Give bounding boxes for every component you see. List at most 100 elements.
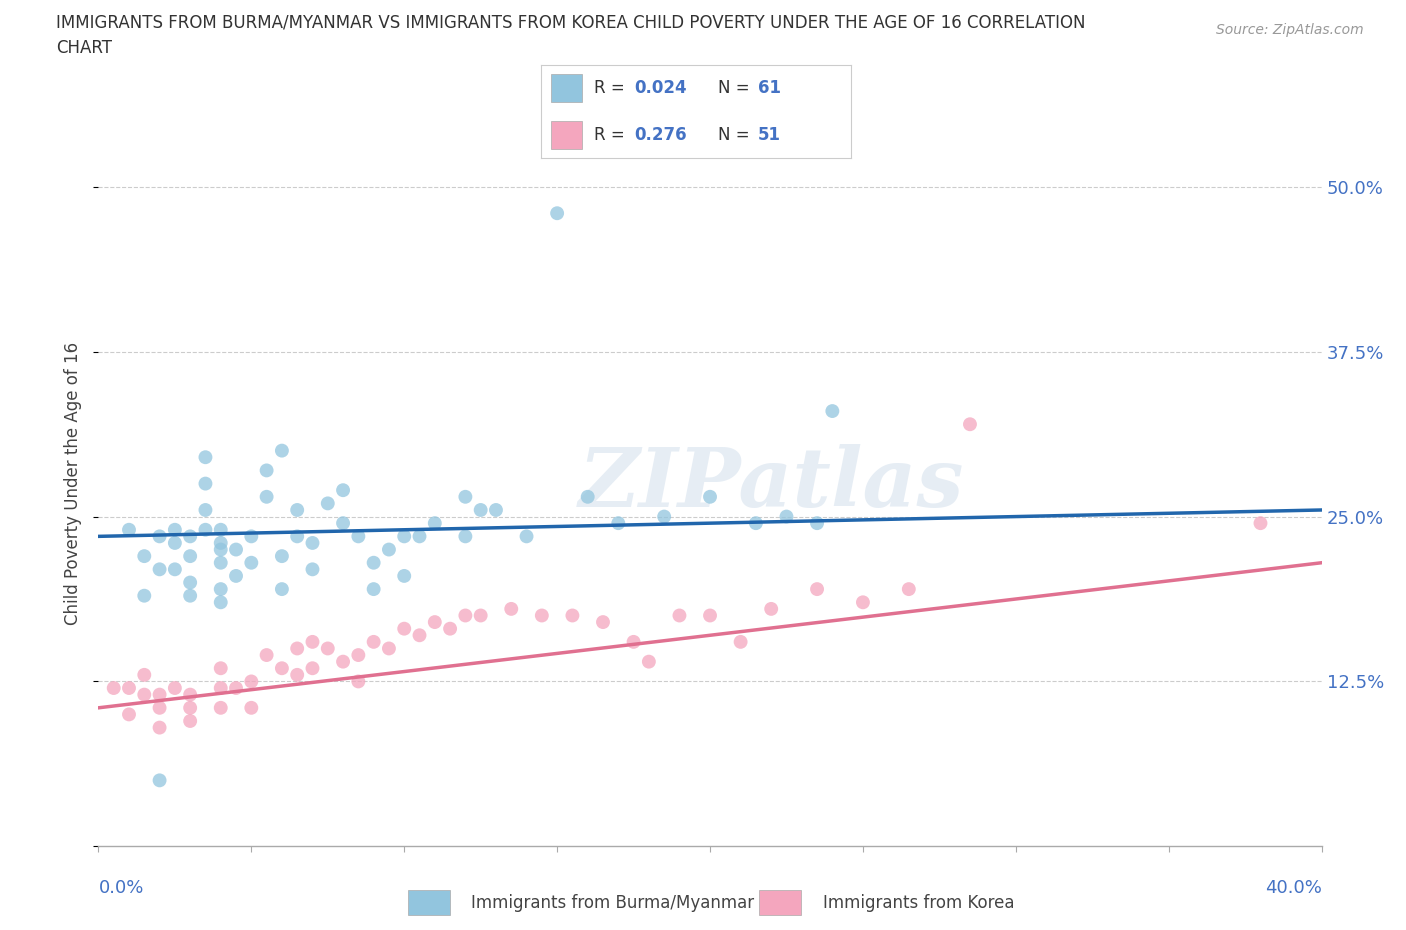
Point [163,523,186,538]
Point [332,654,354,669]
Point [454,529,477,544]
Point [347,647,370,662]
Point [149,529,172,544]
Point [699,489,721,504]
Point [637,654,661,669]
Point [285,668,308,683]
Text: ZIPatlas: ZIPatlas [578,444,965,524]
Point [576,489,599,504]
Text: Source: ZipAtlas.com: Source: ZipAtlas.com [1216,23,1364,37]
Point [118,707,141,722]
Text: 0.0%: 0.0% [98,879,143,897]
Point [959,417,981,432]
Point [852,595,875,610]
Point [209,523,232,538]
Point [668,608,690,623]
Point [134,549,156,564]
Point [118,681,141,696]
Point [103,681,125,696]
Text: R =: R = [593,79,630,98]
Point [209,681,232,696]
Point [285,502,308,517]
Point [470,608,492,623]
Point [392,568,416,583]
Point [623,634,645,649]
Point [730,634,752,649]
Text: CHART: CHART [56,39,112,57]
Point [209,595,232,610]
Point [149,562,172,577]
Point [194,476,217,491]
Point [285,641,308,656]
Point [607,516,630,531]
Point [225,542,247,557]
Point [225,681,247,696]
Point [652,509,675,524]
Point [163,536,186,551]
Point [134,589,156,604]
Point [546,206,568,220]
Point [530,608,553,623]
Point [775,509,797,524]
Text: N =: N = [717,79,755,98]
Point [285,529,308,544]
FancyBboxPatch shape [551,121,582,149]
Point [149,700,172,715]
Point [454,489,477,504]
Point [470,502,492,517]
Point [347,529,370,544]
Y-axis label: Child Poverty Under the Age of 16: Child Poverty Under the Age of 16 [65,342,83,625]
Point [209,542,232,557]
Point [301,536,323,551]
Point [332,483,354,498]
Point [118,523,141,538]
Point [378,641,401,656]
Point [516,529,538,544]
Point [408,628,430,643]
Point [363,555,385,570]
FancyBboxPatch shape [759,890,801,915]
Point [332,516,354,531]
Point [179,529,201,544]
Point [301,661,323,676]
Text: Immigrants from Korea: Immigrants from Korea [823,894,1014,911]
Point [806,581,828,596]
Point [806,516,828,531]
Point [270,444,292,458]
FancyBboxPatch shape [408,890,450,915]
Point [194,502,217,517]
Point [439,621,461,636]
Point [240,674,263,689]
Point [821,404,844,418]
Point [209,661,232,676]
Text: 61: 61 [758,79,780,98]
Point [240,700,263,715]
Point [256,463,278,478]
Point [363,634,385,649]
Point [163,681,186,696]
Point [392,529,416,544]
Point [270,549,292,564]
Point [256,489,278,504]
Text: N =: N = [717,126,755,144]
Text: 51: 51 [758,126,780,144]
Text: Immigrants from Burma/Myanmar: Immigrants from Burma/Myanmar [471,894,754,911]
Point [194,523,217,538]
Point [454,608,477,623]
FancyBboxPatch shape [551,74,582,102]
Point [240,529,263,544]
Point [209,536,232,551]
Point [134,687,156,702]
Point [179,575,201,590]
Point [316,496,339,511]
Point [316,641,339,656]
Point [501,602,523,617]
Point [270,661,292,676]
Point [347,674,370,689]
Point [209,555,232,570]
Point [897,581,920,596]
Text: IMMIGRANTS FROM BURMA/MYANMAR VS IMMIGRANTS FROM KOREA CHILD POVERTY UNDER THE A: IMMIGRANTS FROM BURMA/MYANMAR VS IMMIGRA… [56,14,1085,32]
Point [134,668,156,683]
Point [179,713,201,728]
Point [256,647,278,662]
